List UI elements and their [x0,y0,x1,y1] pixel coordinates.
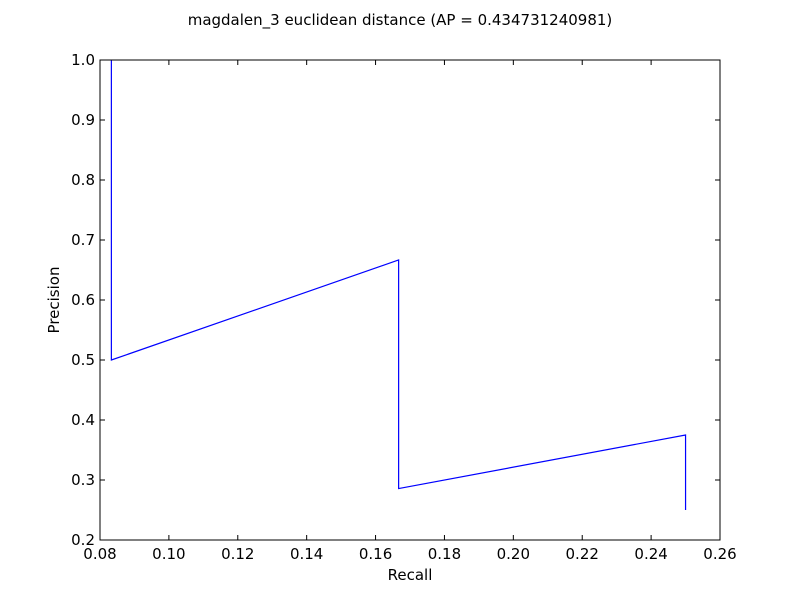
y-tick-label: 0.2 [71,531,95,549]
chart-title: magdalen_3 euclidean distance (AP = 0.43… [188,11,613,30]
x-tick-label: 0.14 [290,545,323,563]
y-tick-label: 0.7 [71,231,95,249]
y-tick-label: 1.0 [71,51,95,69]
x-tick-label: 0.24 [634,545,667,563]
axis-ticks: 0.08 0.10 0.12 0.14 0.16 0.18 0.20 0.22 0.24 0.26… [71,51,737,563]
x-tick-label: 0.22 [566,545,599,563]
y-tick-label: 0.6 [71,291,95,309]
x-tick-label: 0.08 [83,545,116,563]
plot-area [110,60,687,510]
y-tick-label: 0.8 [71,171,95,189]
plot-frame [99,59,721,541]
x-tick-label: 0.26 [703,545,736,563]
x-tick-label: 0.18 [428,545,461,563]
x-tick-label: 0.16 [359,545,392,563]
x-tick-label: 0.20 [497,545,530,563]
y-axis-label: Precision [45,267,63,334]
y-tick-label: 0.3 [71,471,95,489]
y-tick-label: 0.5 [71,351,95,369]
series-line-0 [110,60,687,510]
x-tick-label: 0.10 [152,545,185,563]
y-tick-label: 0.4 [71,411,95,429]
x-axis-label: Recall [388,566,433,584]
y-tick-label: 0.9 [71,111,95,129]
x-tick-label: 0.12 [221,545,254,563]
